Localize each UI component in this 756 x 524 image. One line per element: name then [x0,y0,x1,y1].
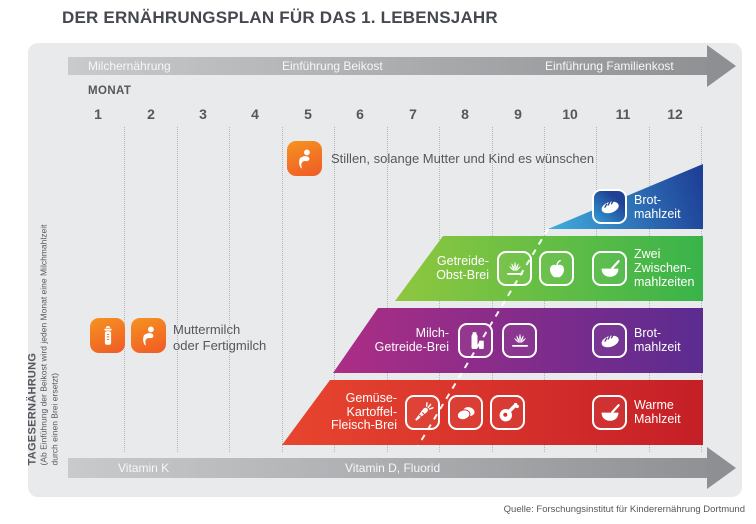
band-green-meal-label: Zwei Zwischen- mahlzeiten [634,247,695,289]
month-gridline [177,127,178,452]
supplements-arrow-head [707,447,736,489]
vitamin-d-fluorid-label: Vitamin D, Fluorid [345,461,441,475]
potato-icon [448,395,483,430]
page-title: DER ERNÄHRUNGSPLAN FÜR DAS 1. LEBENSJAHR [62,8,498,27]
month-gridline [387,127,388,452]
y-axis-label: TAGESERNÄHRUNG (Ab Einführung der Beikos… [26,224,60,466]
meat-icon [490,395,525,430]
breastfeeding-icon [131,318,166,353]
month-gridline [124,127,125,452]
apple-icon [539,251,574,286]
baby-bottle-icon [90,318,125,353]
bread-icon [592,323,627,358]
band-purple-label: Milch- Getreide-Brei [374,326,449,354]
month-tick-7: 7 [409,106,417,122]
bowl-spoon-icon [592,251,627,286]
month-tick-11: 11 [615,106,631,122]
phase-milchernaehrung: Milchernährung [88,59,171,73]
band-green-label: Getreide- Obst-Brei [436,254,489,282]
month-tick-4: 4 [251,106,259,122]
bowl-spoon-icon [592,395,627,430]
month-tick-1: 1 [94,106,102,122]
phase-einfuehrung-familienkost: Einführung Familienkost [545,59,674,73]
month-tick-3: 3 [199,106,207,122]
month-tick-10: 10 [562,106,578,122]
source-credit: Quelle: Forschungsinstitut für Kinderern… [503,504,745,515]
month-gridline [229,127,230,452]
band-purple-meal-label: Brot- mahlzeit [634,326,681,354]
vitamin-k-label: Vitamin K [118,461,170,475]
month-gridline [334,127,335,452]
carrot-icon [405,395,440,430]
band-blue-meal-label: Brot- mahlzeit [634,193,681,221]
milk-bottle-glass-icon [458,323,493,358]
breastfeeding-icon [287,141,322,176]
month-tick-8: 8 [461,106,469,122]
month-tick-12: 12 [667,106,683,122]
stillen-note: Stillen, solange Mutter und Kind es wüns… [331,151,595,166]
month-tick-5: 5 [304,106,312,122]
supplements-arrow-bar [68,458,707,478]
wheat-icon [497,251,532,286]
month-axis-title: MONAT [88,85,132,97]
muttermilch-note: Muttermilch oder Fertigmilch [173,322,267,353]
month-tick-9: 9 [514,106,522,122]
band-red-label: Gemüse- Kartoffel- Fleisch-Brei [331,391,397,432]
month-gridline [282,127,283,452]
month-tick-6: 6 [356,106,364,122]
phase-einfuehrung-beikost: Einführung Beikost [282,59,383,73]
phases-arrow-head [707,45,736,87]
band-red-meal-label: Warme Mahlzeit [634,398,681,426]
wheat-icon [502,323,537,358]
phases-arrow-bar [68,57,707,75]
bread-icon [592,189,627,224]
month-tick-2: 2 [147,106,155,122]
